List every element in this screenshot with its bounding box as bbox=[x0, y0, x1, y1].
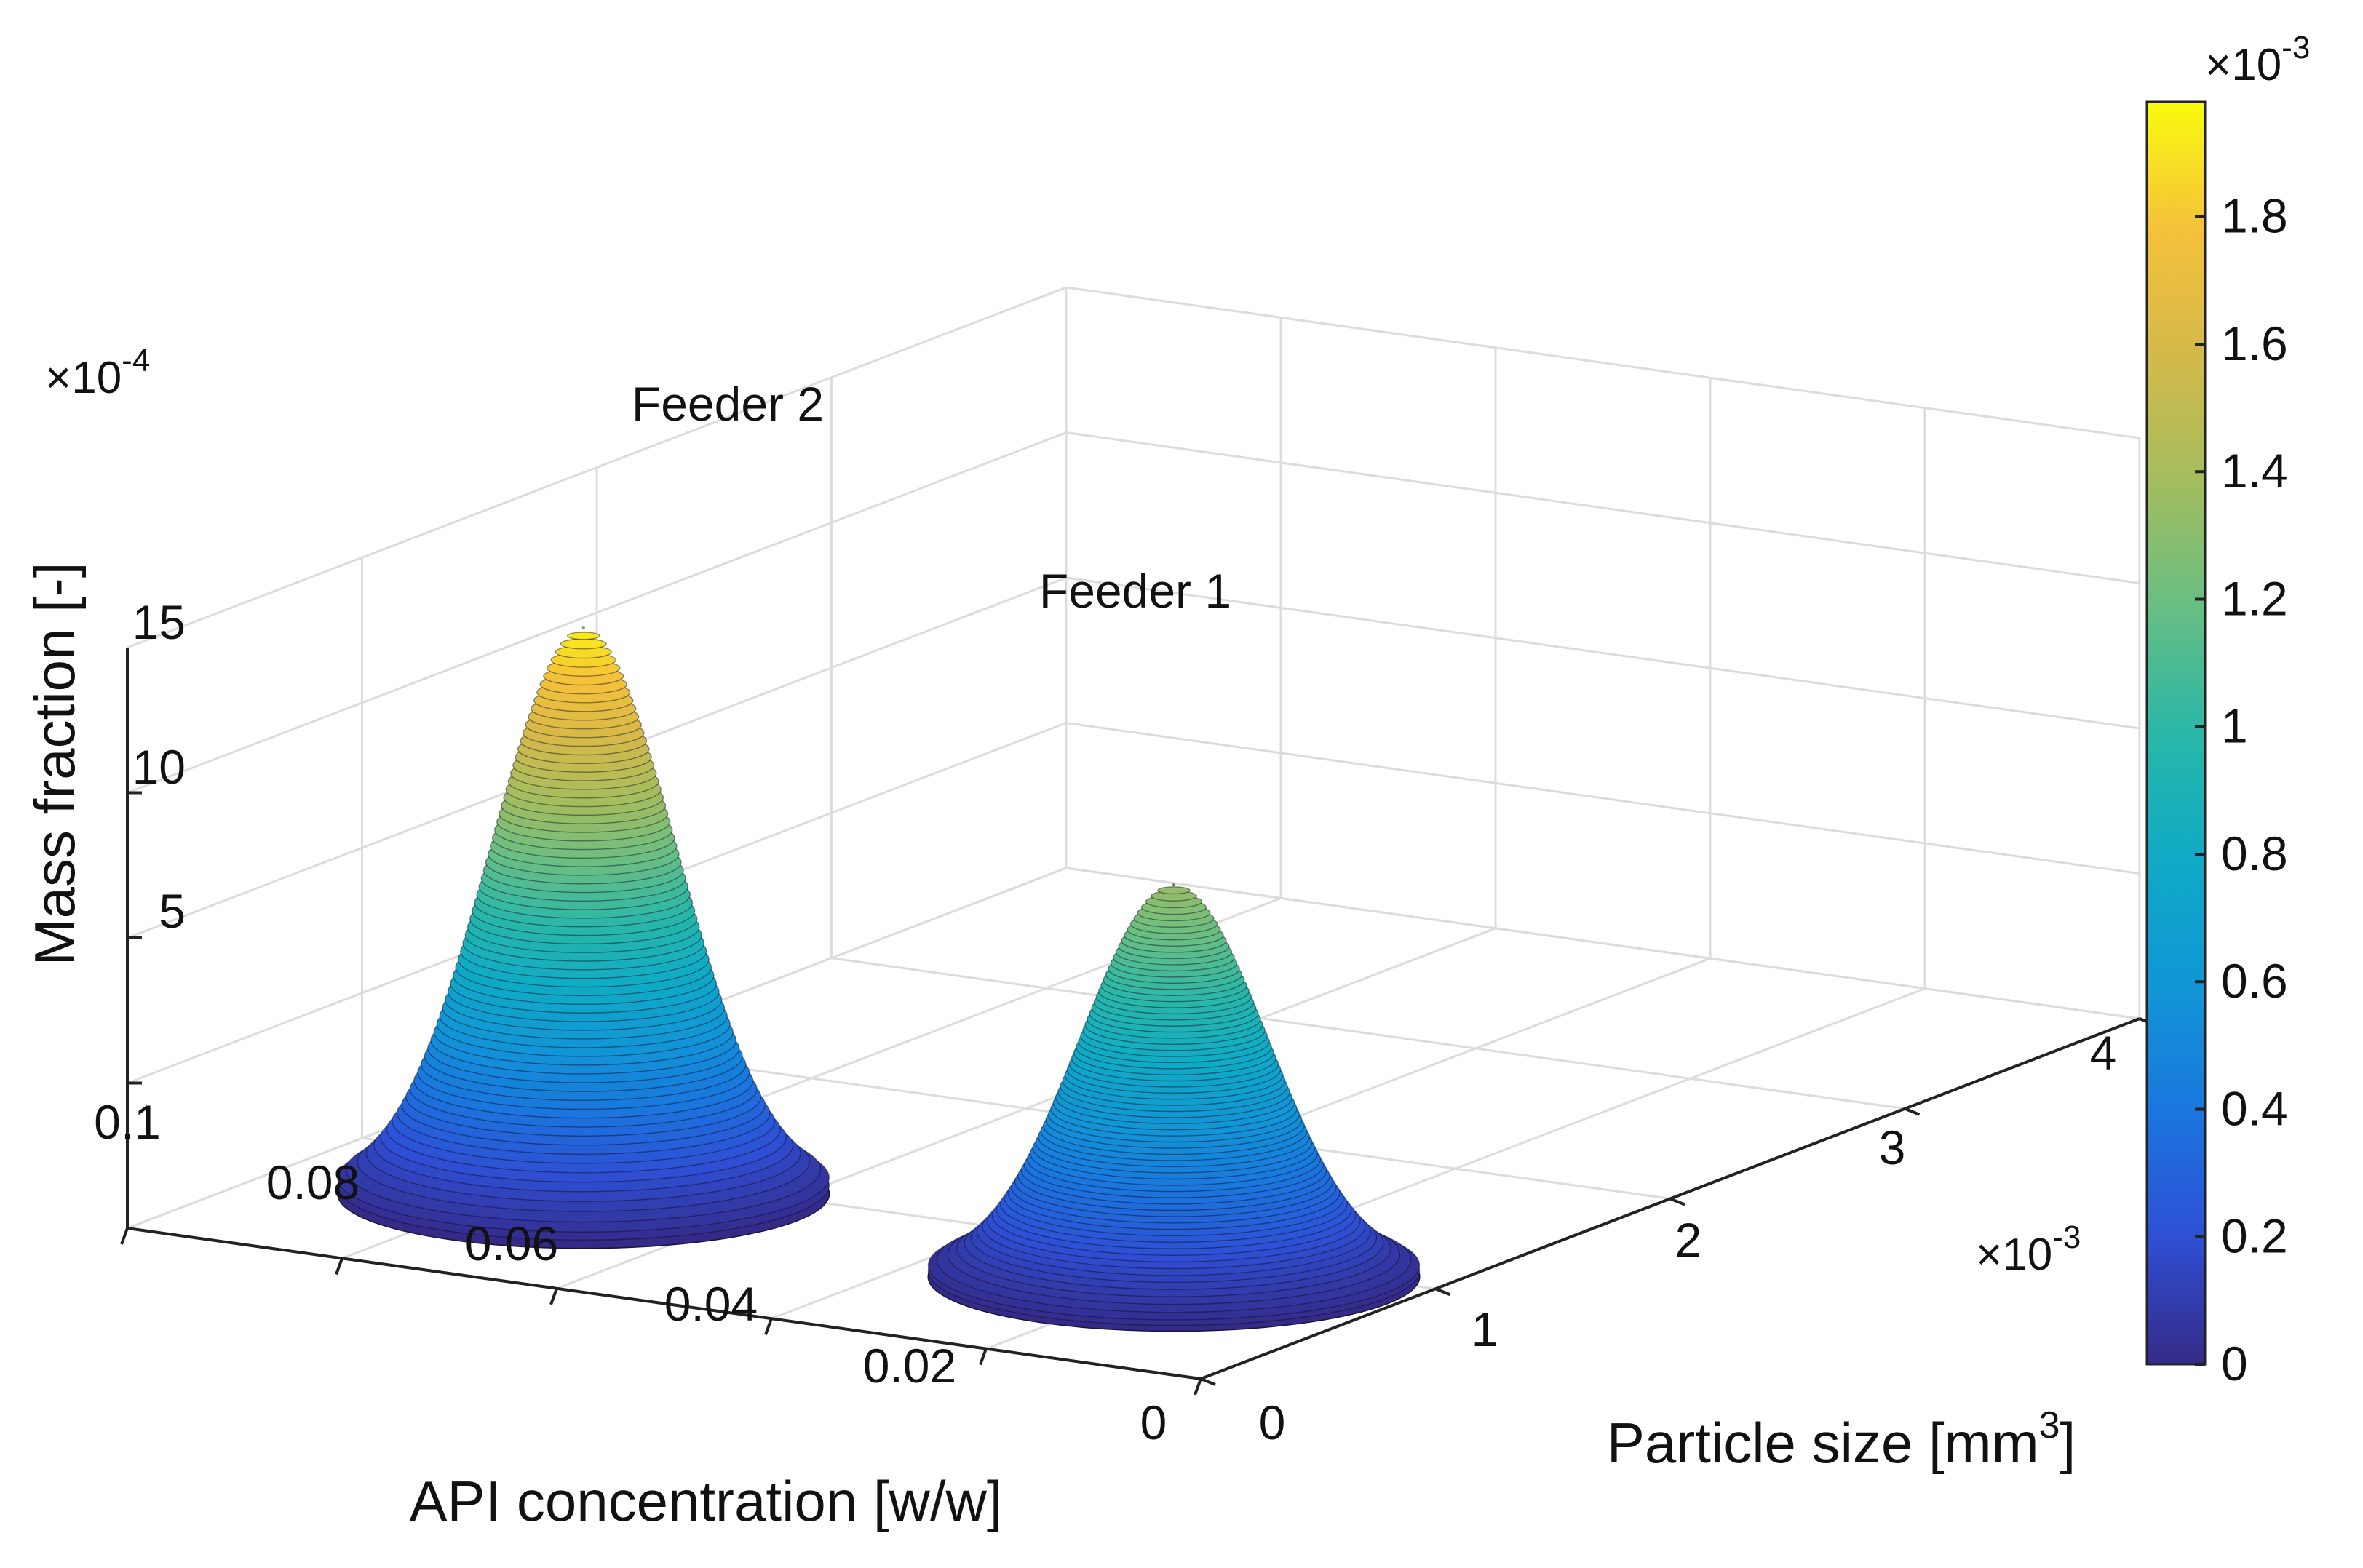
colorbar-multiplier-base: ×10 bbox=[2205, 40, 2281, 90]
x-tick-label: 0.06 bbox=[465, 1217, 558, 1270]
x-tick-label: 0.08 bbox=[266, 1155, 360, 1209]
x-tick-labels: 0 0.02 0.04 0.06 0.08 0.1 bbox=[94, 1095, 1167, 1449]
y-tick-mark bbox=[1669, 1197, 1685, 1206]
y-tick-mark bbox=[1200, 1377, 1216, 1386]
surface-feeder-1 bbox=[927, 883, 1421, 1332]
axes bbox=[120, 648, 2155, 1396]
z-multiplier-base: ×10 bbox=[45, 353, 122, 403]
z-tick-labels: 5 10 15 bbox=[132, 595, 186, 938]
surface-slice bbox=[567, 632, 600, 640]
x-tick-mark bbox=[335, 1257, 343, 1276]
surface-slice bbox=[581, 626, 585, 629]
side-wall-grid-line bbox=[1065, 431, 2140, 584]
svg-text:×10-4: ×10-4 bbox=[45, 343, 150, 403]
side-wall-grid-line bbox=[1065, 722, 2140, 875]
colorbar-tick-label: 1.8 bbox=[2221, 189, 2288, 243]
z-tick-label: 5 bbox=[159, 884, 186, 938]
y-multiplier-exp: -3 bbox=[2052, 1219, 2081, 1255]
x-tick-label: 0.1 bbox=[94, 1095, 161, 1149]
y-tick-label: 0 bbox=[1259, 1396, 1286, 1449]
colorbar: 0 0.2 0.4 0.6 0.8 1 1.2 1.4 1.6 1.8 ×10-3 bbox=[2145, 30, 2310, 1390]
surface-feeder-2 bbox=[337, 626, 830, 1249]
surface-slice bbox=[1157, 886, 1191, 895]
z-multiplier-exp: -4 bbox=[122, 343, 150, 378]
colorbar-tick-label: 1.2 bbox=[2221, 571, 2288, 625]
y-tick-label: 3 bbox=[1879, 1121, 1906, 1174]
x-axis-label: API concentration [w/w] bbox=[409, 1469, 1002, 1533]
y-tick-labels: 0 1 2 3 4 bbox=[1259, 1026, 2117, 1449]
x-tick-label: 0.04 bbox=[664, 1277, 758, 1331]
colorbar-tick-label: 1 bbox=[2221, 699, 2248, 753]
y-tick-mark bbox=[1904, 1107, 1921, 1116]
colorbar-multiplier: ×10-3 bbox=[2205, 30, 2310, 90]
colorbar-tick-label: 1.4 bbox=[2221, 444, 2288, 498]
colorbar-multiplier-exp: -3 bbox=[2281, 30, 2310, 65]
z-axis-label: Mass fraction [-] bbox=[23, 562, 87, 966]
y-axis-label-main: Particle size [mm bbox=[1607, 1411, 2039, 1475]
y-axis-multiplier: ×10-3 bbox=[1976, 1219, 2081, 1280]
floor-grid-line bbox=[831, 957, 1905, 1110]
colorbar-gradient bbox=[2145, 100, 2207, 1366]
y-axis-label-end: ] bbox=[2060, 1411, 2076, 1475]
y-tick-label: 1 bbox=[1472, 1302, 1498, 1356]
y-multiplier-base: ×10 bbox=[1976, 1230, 2052, 1280]
peak-label-feeder-1: Feeder 1 bbox=[1039, 564, 1231, 618]
side-wall-grid-line bbox=[1065, 867, 2140, 1020]
x-tick-label: 0.02 bbox=[863, 1339, 956, 1393]
y-axis-label: Particle size [mm3] bbox=[1607, 1404, 2076, 1475]
surface-slice bbox=[1172, 883, 1176, 886]
back-wall-grid-line bbox=[127, 286, 1067, 649]
x-tick-mark bbox=[120, 1227, 129, 1245]
x-tick-mark bbox=[764, 1318, 773, 1335]
colorbar-tick-label: 0.8 bbox=[2221, 827, 2288, 880]
z-tick-label: 15 bbox=[132, 595, 186, 649]
colorbar-tick-label: 1.6 bbox=[2221, 317, 2288, 370]
x-tick-mark bbox=[979, 1348, 988, 1366]
surface-slice bbox=[560, 638, 607, 650]
colorbar-tick-labels: 0 0.2 0.4 0.6 0.8 1 1.2 1.4 1.6 1.8 bbox=[2195, 189, 2288, 1390]
z-tick-label: 10 bbox=[132, 740, 186, 794]
back-wall-grid-line bbox=[127, 431, 1067, 794]
x-axis-line bbox=[127, 1227, 1202, 1380]
colorbar-tick-label: 0.2 bbox=[2221, 1209, 2288, 1263]
colorbar-tick-label: 0.6 bbox=[2221, 954, 2288, 1008]
y-tick-label: 4 bbox=[2090, 1026, 2117, 1080]
y-tick-label: 2 bbox=[1675, 1213, 1702, 1267]
x-tick-label: 0 bbox=[1140, 1396, 1167, 1449]
colorbar-tick-label: 0 bbox=[2221, 1337, 2248, 1390]
z-axis-multiplier: ×10-4 bbox=[45, 343, 150, 403]
side-wall-grid-line bbox=[1065, 576, 2140, 730]
colorbar-tick-label: 0.4 bbox=[2221, 1081, 2288, 1135]
surfaces bbox=[337, 626, 1421, 1332]
y-tick-mark bbox=[1434, 1287, 1451, 1297]
x-tick-mark bbox=[1194, 1378, 1202, 1396]
y-axis-label-sup: 3 bbox=[2039, 1404, 2060, 1446]
side-wall-grid-line bbox=[1065, 286, 2140, 439]
x-tick-mark bbox=[549, 1288, 558, 1305]
peak-label-feeder-2: Feeder 2 bbox=[632, 377, 824, 431]
svg-text:×10-3: ×10-3 bbox=[1976, 1219, 2081, 1280]
